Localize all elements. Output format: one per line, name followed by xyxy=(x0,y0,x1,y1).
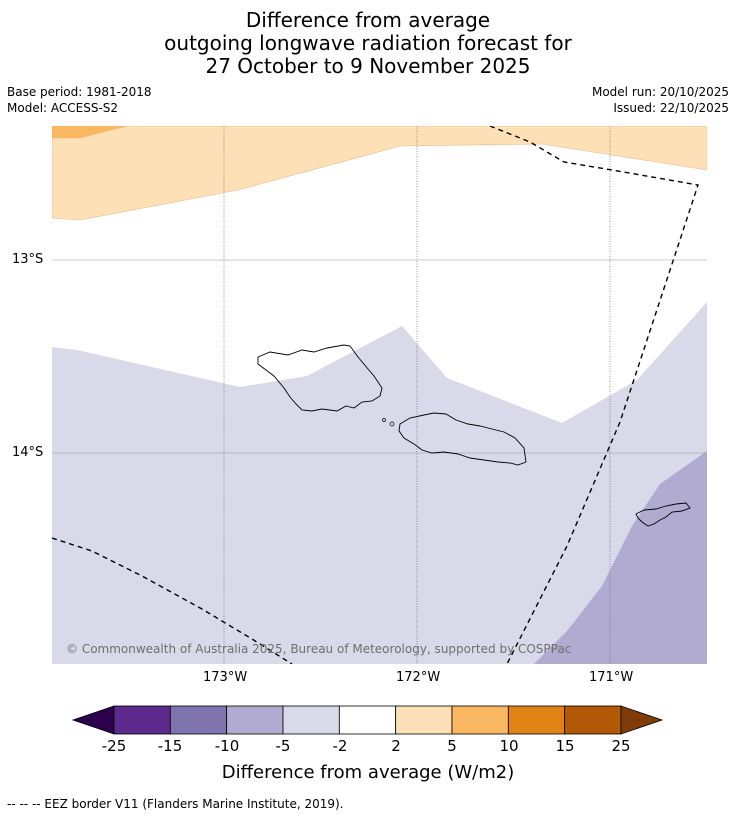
colorbar-high-extend xyxy=(620,705,664,735)
colorbar-bin xyxy=(338,705,397,735)
model-name: Model: ACCESS-S2 xyxy=(7,101,119,115)
colorbar-bin xyxy=(113,705,171,735)
moderate-negative-anomaly-region xyxy=(534,451,707,664)
lon-label-172w: 172°W xyxy=(396,670,441,685)
colorbar-low-extend xyxy=(71,705,115,735)
lat-label-13s: 13°S xyxy=(12,252,44,267)
colorbar xyxy=(71,705,664,735)
colorbar-tick: -25 xyxy=(101,737,127,755)
title-line-1: Difference from average xyxy=(245,8,491,32)
copyright-notice: © Commonwealth of Australia 2025, Bureau… xyxy=(66,642,572,656)
colorbar-bin xyxy=(507,705,566,735)
colorbar-bin xyxy=(282,705,340,735)
lat-label-14s: 14°S xyxy=(12,445,44,460)
colorbar-tick: -10 xyxy=(214,737,240,755)
upolu-island xyxy=(398,412,527,466)
title-line-2: outgoing longwave radiation forecast for xyxy=(164,31,572,55)
colorbar-tick: -5 xyxy=(275,737,291,755)
colorbar-tick: -2 xyxy=(332,737,348,755)
strong-positive-anomaly-region xyxy=(52,126,127,138)
colorbar-bin xyxy=(169,705,228,735)
model-run: Model run: 20/10/2025 xyxy=(591,85,729,99)
lon-label-171w: 171°W xyxy=(589,670,634,685)
colorbar-title: Difference from average (W/m2) xyxy=(221,762,515,783)
map-panel xyxy=(52,126,707,664)
apolima-island xyxy=(382,418,386,422)
base-period: Base period: 1981-2018 xyxy=(7,85,152,99)
map-svg xyxy=(52,126,707,664)
colorbar-tick: 5 xyxy=(447,737,457,755)
colorbar-bin xyxy=(451,705,509,735)
colorbar-tick: 25 xyxy=(611,737,631,755)
eez-border-east xyxy=(489,126,699,664)
colorbar-tick: 2 xyxy=(391,737,401,755)
tutuila-island xyxy=(635,502,691,527)
colorbar-bin xyxy=(226,705,284,735)
colorbar-bin xyxy=(564,705,622,735)
weak-negative-anomaly-region xyxy=(52,302,707,664)
issued-date: Issued: 22/10/2025 xyxy=(613,101,729,115)
colorbar-tick: 15 xyxy=(555,737,575,755)
colorbar-tick: 10 xyxy=(499,737,519,755)
eez-legend: -- -- -- EEZ border V11 (Flanders Marine… xyxy=(7,797,344,811)
colorbar-tick: -15 xyxy=(157,737,183,755)
savaii-island xyxy=(257,344,383,412)
title-line-3: 27 October to 9 November 2025 xyxy=(205,54,531,78)
manono-island xyxy=(389,421,395,427)
lon-label-173w: 173°W xyxy=(203,670,248,685)
colorbar-bin xyxy=(395,705,453,735)
